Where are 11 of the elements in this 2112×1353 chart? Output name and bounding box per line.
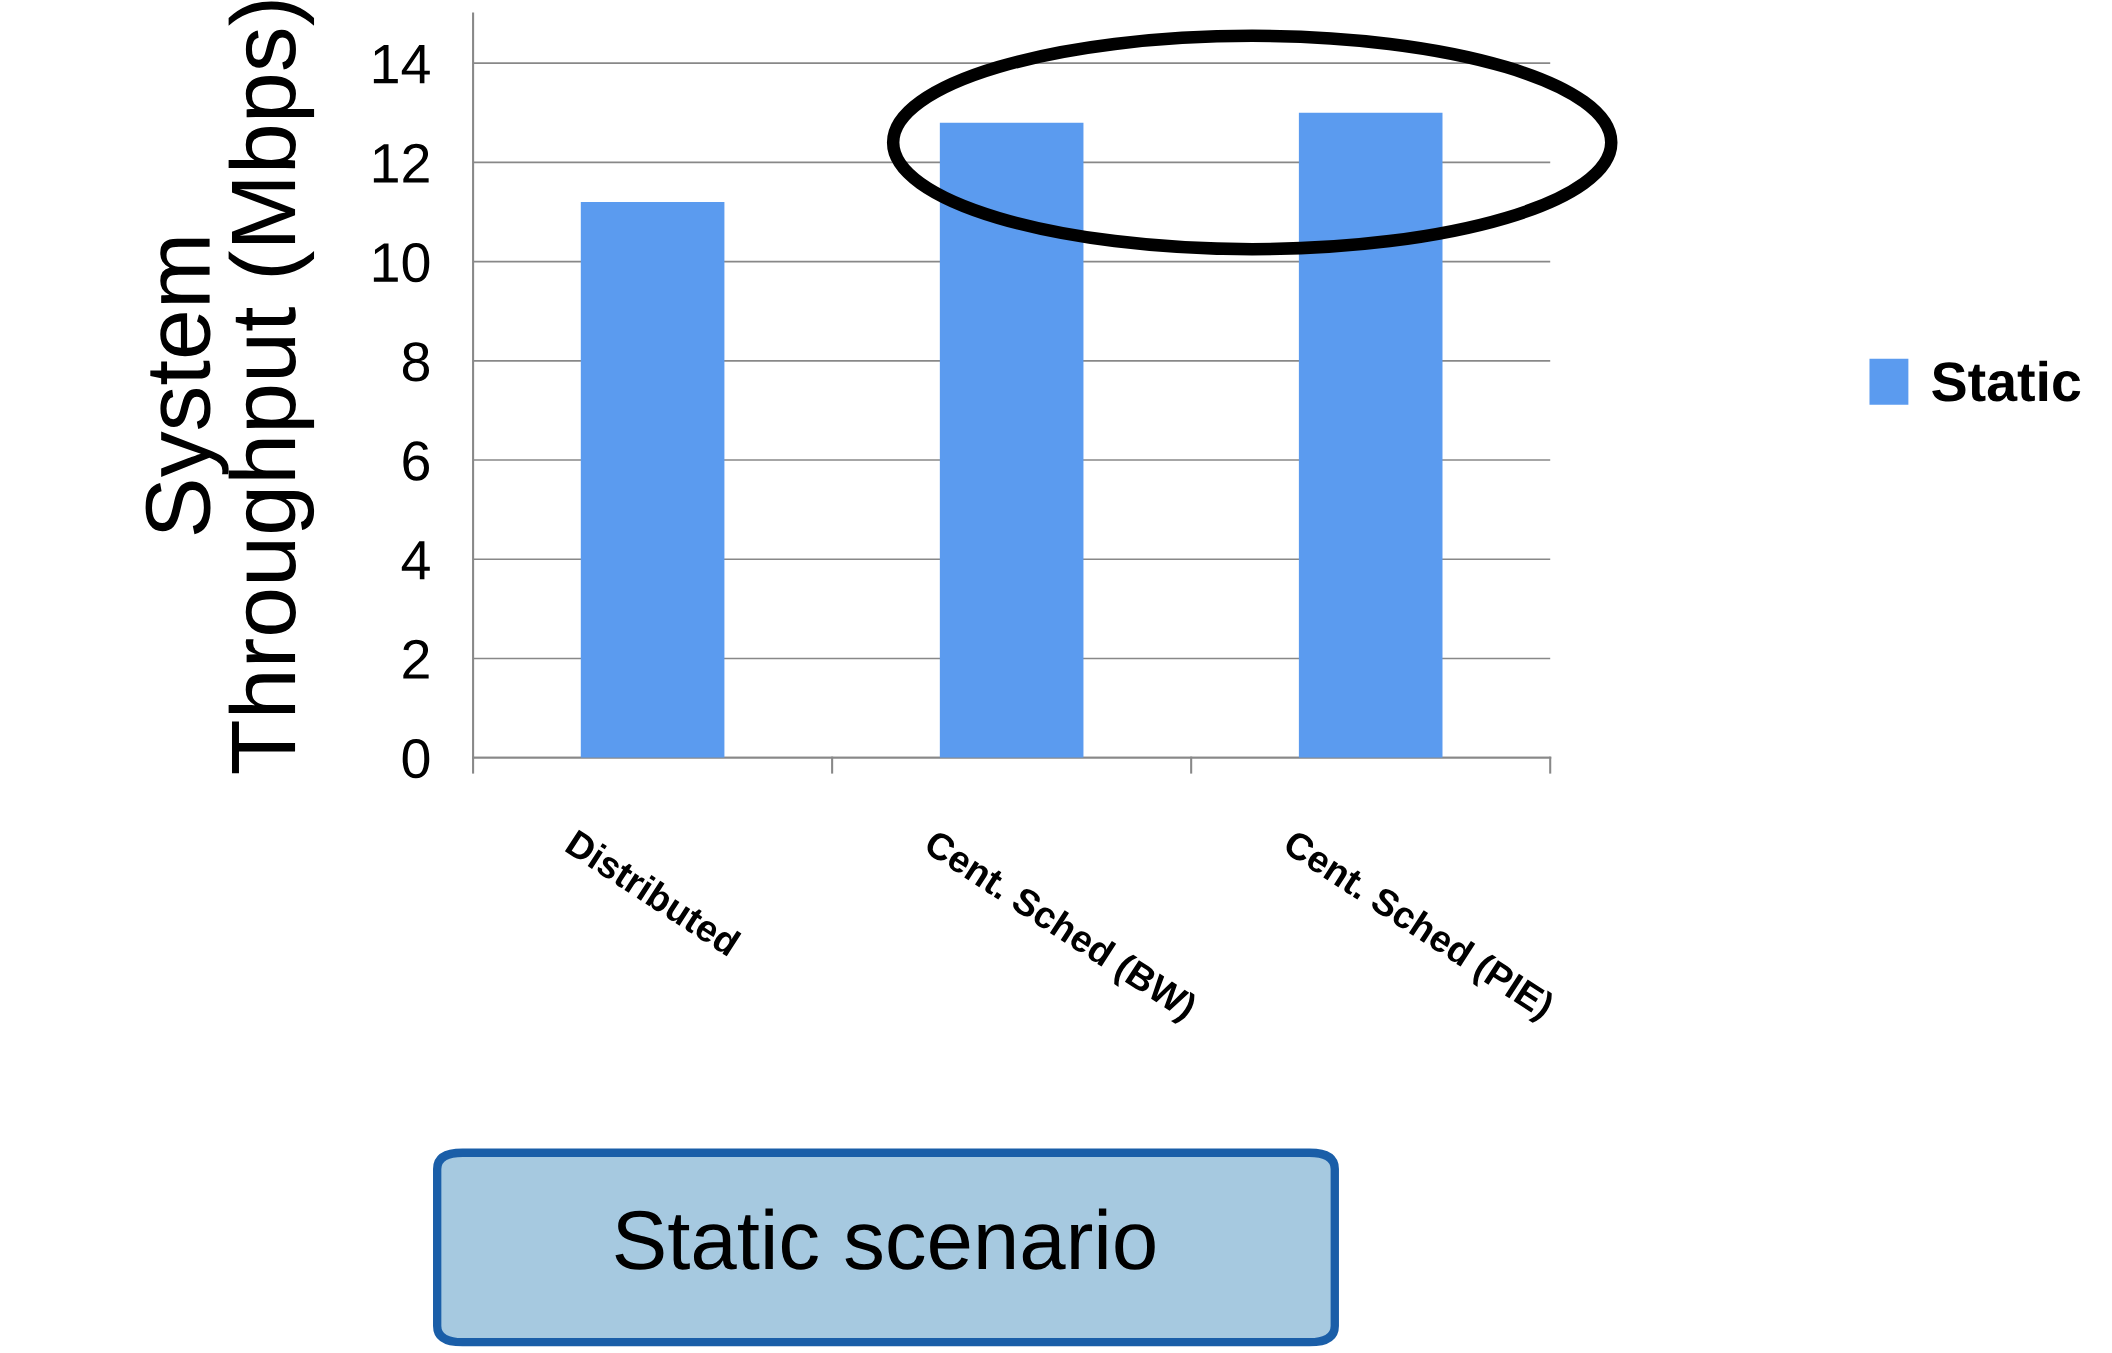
text: Static scenario (615, 1208, 1155, 1270)
y-tick-label: 2 (403, 639, 429, 679)
y-tick-label: 12 (373, 143, 429, 183)
y-tick-label: 0 (402, 739, 430, 779)
y-tick-label: 8 (402, 342, 430, 382)
legend-label: Static (1932, 360, 2081, 402)
y-tick-label: 6 (403, 441, 429, 481)
y-tick-label: 4 (401, 541, 430, 580)
y-tick-label: 14 (373, 45, 430, 84)
y-tick-label: 10 (373, 242, 430, 283)
y-axis-title: System Throughput (Mbps) (145, 1, 315, 774)
